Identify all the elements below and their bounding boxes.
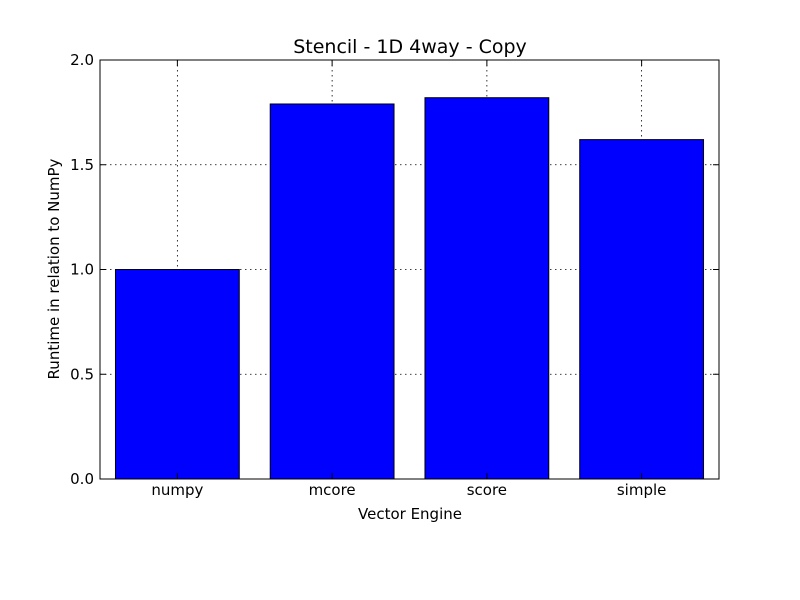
bar-simple [579, 139, 705, 480]
x-axis-label: Vector Engine [358, 505, 462, 523]
bar-numpy [114, 269, 240, 480]
chart-title: Stencil - 1D 4way - Copy [293, 36, 527, 58]
bars [114, 97, 705, 480]
bar-mcore [269, 103, 395, 480]
y-tick-labels: 0.0 0.5 1.0 1.5 2.0 [70, 51, 94, 488]
y-tick-label: 1.0 [70, 261, 94, 279]
y-tick-label: 0.0 [70, 470, 94, 488]
x-tick-label: simple [617, 481, 667, 499]
x-tick-labels: numpy mcore score simple [151, 481, 666, 499]
plot-frame [99, 59, 720, 480]
x-tick-label: numpy [151, 481, 203, 499]
x-tick-label: mcore [309, 481, 356, 499]
y-tick-label: 2.0 [70, 51, 94, 69]
y-tick-label: 1.5 [70, 156, 94, 174]
y-axis-label: Runtime in relation to NumPy [45, 158, 63, 379]
y-tick-label: 0.5 [70, 365, 94, 383]
x-tick-label: score [467, 481, 507, 499]
bar-score [424, 97, 550, 480]
